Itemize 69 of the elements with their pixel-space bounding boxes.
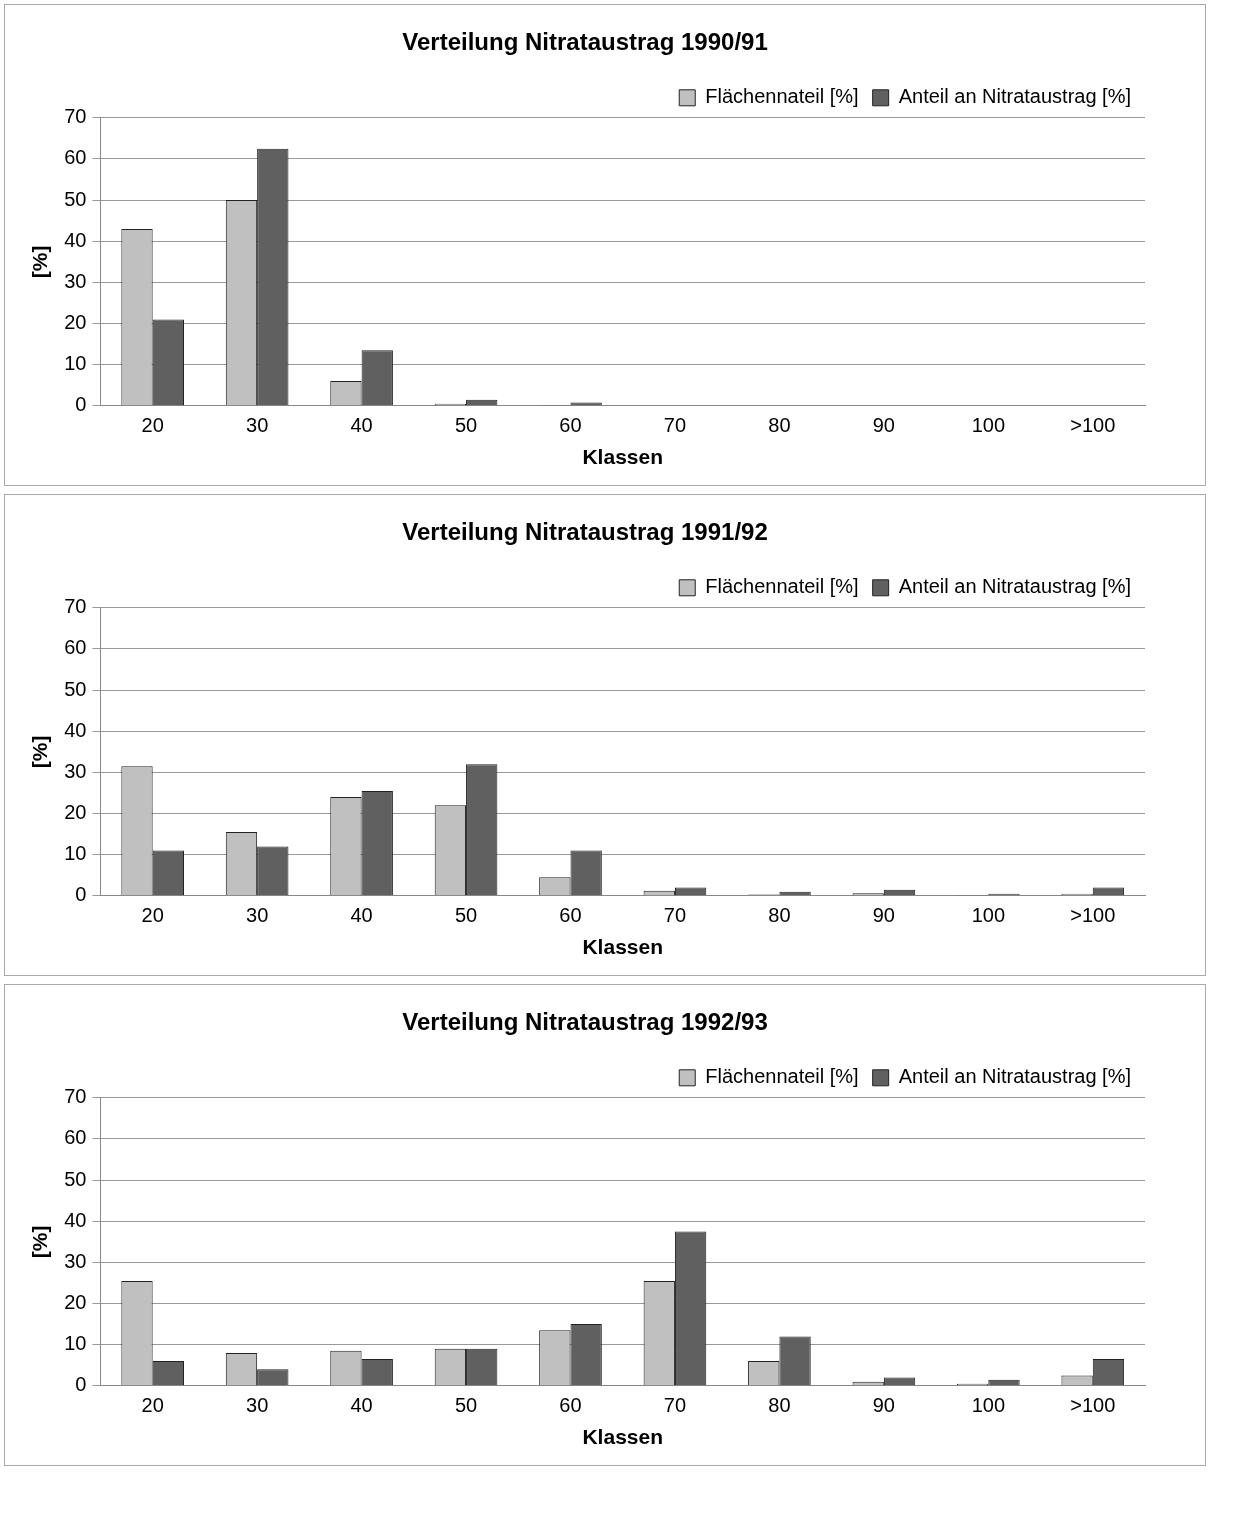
x-tick-label: 30 [246,904,269,927]
x-tick-label: 100 [971,904,1005,927]
y-axis-title: [%] [28,735,52,769]
chart-title: Verteilung Nitrataustrag 1992/93 [402,1008,768,1036]
y-tick-label: 50 [64,677,87,700]
x-tick-label: 80 [768,414,791,437]
x-tick-label: 50 [454,414,478,437]
y-tick-label: 70 [64,1085,87,1108]
x-tick-label: 20 [141,414,164,437]
x-axis-title: Klassen [582,935,663,959]
y-tick-label: 70 [64,595,87,618]
y-axis-title: [%] [28,245,52,279]
x-tick-label: 60 [559,414,582,437]
y-tick-label: 10 [64,352,87,375]
x-tick-label: 80 [768,1394,791,1417]
x-tick-label: 50 [454,1394,478,1417]
y-tick-label: 30 [64,759,87,782]
x-tick-label: 90 [872,414,895,437]
x-tick-label: 40 [350,904,373,927]
y-tick-label: 10 [64,842,87,865]
x-tick-label: 50 [454,904,478,927]
x-tick-label: 70 [663,414,687,437]
x-tick-label: 100 [971,414,1005,437]
x-tick-label: 90 [872,904,895,927]
y-tick-label: 30 [64,269,87,292]
y-tick-label: 50 [64,187,87,210]
x-tick-label: >100 [1070,1394,1116,1417]
legend-label: Flächennateil [%] [705,1065,859,1088]
chart-title: Verteilung Nitrataustrag 1990/91 [402,28,768,56]
legend-label: Anteil an Nitrataustrag [%] [898,575,1132,598]
x-tick-label: 90 [872,1394,895,1417]
x-tick-label: 70 [663,1394,687,1417]
legend-label: Anteil an Nitrataustrag [%] [898,85,1132,108]
y-tick-label: 10 [64,1332,87,1355]
x-tick-label: 70 [663,904,687,927]
y-tick-label: 0 [75,393,87,416]
x-tick-label: 80 [768,904,791,927]
x-tick-label: 30 [246,1394,269,1417]
y-tick-label: 40 [64,718,87,741]
y-tick-label: 40 [64,228,87,251]
x-tick-label: 20 [141,904,164,927]
x-tick-label: 60 [559,1394,582,1417]
legend-label: Anteil an Nitrataustrag [%] [898,1065,1132,1088]
x-tick-label: 30 [246,414,269,437]
y-tick-label: 20 [64,311,87,334]
chart-title: Verteilung Nitrataustrag 1991/92 [402,518,768,546]
y-tick-label: 60 [64,1126,87,1149]
x-tick-label: 40 [350,414,373,437]
y-tick-label: 30 [64,1249,87,1272]
legend-label: Flächennateil [%] [705,85,859,108]
y-tick-label: 0 [75,1373,87,1396]
legend-label: Flächennateil [%] [705,575,859,598]
x-tick-label: >100 [1070,414,1116,437]
y-tick-label: 70 [64,105,87,128]
y-tick-label: 60 [64,636,87,659]
y-tick-label: 20 [64,801,87,824]
x-tick-label: 40 [350,1394,373,1417]
x-tick-label: 60 [559,904,582,927]
x-axis-title: Klassen [582,1425,663,1449]
x-axis-title: Klassen [582,445,663,469]
y-tick-label: 60 [64,146,87,169]
y-tick-label: 40 [64,1208,87,1231]
y-tick-label: 0 [75,883,87,906]
y-tick-label: 20 [64,1291,87,1314]
x-tick-label: >100 [1070,904,1116,927]
y-axis-title: [%] [28,1225,52,1259]
x-tick-label: 100 [971,1394,1005,1417]
y-tick-label: 50 [64,1167,87,1190]
x-tick-label: 20 [141,1394,164,1417]
